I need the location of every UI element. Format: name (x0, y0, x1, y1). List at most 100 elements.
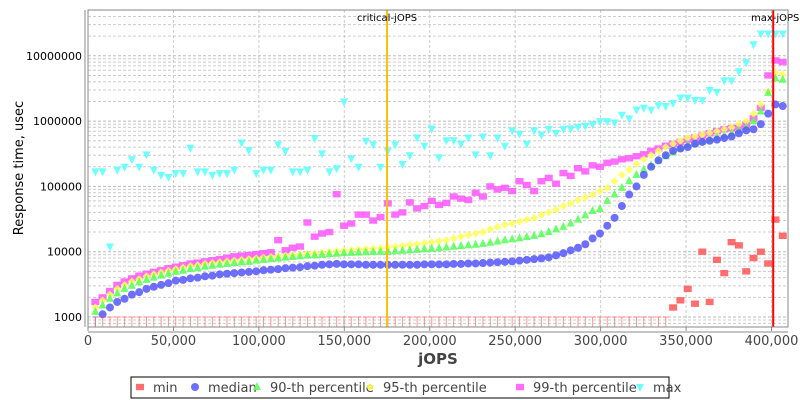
90-th-percentile-point (756, 106, 765, 115)
min-point (720, 269, 729, 277)
99-th-percentile-point (771, 57, 780, 64)
90-th-percentile-point (303, 250, 312, 259)
90-th-percentile-point (288, 251, 297, 260)
median-point (442, 260, 451, 269)
max-point (361, 137, 370, 146)
90-th-percentile-point (749, 116, 758, 125)
critical-jops-label: critical-jOPS (357, 13, 417, 24)
median-point (639, 170, 648, 179)
99-th-percentile-point (610, 158, 619, 165)
median-point (464, 259, 473, 268)
max-point (142, 151, 151, 160)
y-axis-label: Response time, usec (12, 101, 27, 235)
99-th-percentile-point (617, 156, 626, 163)
99-th-percentile-point (764, 72, 773, 79)
max-point (157, 171, 166, 180)
99-th-percentile-point (354, 211, 363, 218)
max-point (698, 97, 707, 106)
90-th-percentile-point (296, 251, 305, 260)
min-point (705, 298, 714, 306)
median-point (413, 260, 422, 269)
max-point (332, 165, 341, 174)
90-th-percentile-point (552, 224, 561, 233)
99-th-percentile-point (361, 211, 370, 218)
max-point (559, 125, 568, 134)
95-th-percentile-point (530, 213, 539, 222)
95-th-percentile-point (691, 132, 700, 141)
95-th-percentile-point (654, 146, 663, 155)
95-th-percentile-point (727, 123, 736, 132)
90-th-percentile-point (171, 266, 180, 275)
median-point (588, 234, 597, 243)
max-point (310, 135, 319, 144)
median-point (486, 258, 495, 267)
90-th-percentile-point (120, 283, 129, 292)
90-th-percentile-point (405, 245, 414, 254)
median-point (515, 256, 524, 265)
max-point (339, 98, 348, 107)
90-th-percentile-point (420, 244, 429, 253)
max-point (442, 137, 451, 146)
max-point (281, 147, 290, 156)
99-th-percentile-point (288, 244, 297, 251)
90-th-percentile-point (193, 263, 202, 272)
max-point (588, 121, 597, 130)
max-point (610, 119, 619, 128)
min-point (749, 254, 758, 262)
x-tick-label: 300,000 (574, 334, 628, 349)
max-point (683, 94, 692, 103)
95-th-percentile-point (427, 238, 436, 247)
99-th-percentile-point (493, 186, 502, 193)
99-th-percentile-point (566, 172, 575, 180)
max-point (113, 166, 122, 175)
95-th-percentile-point (639, 155, 648, 164)
min-point (764, 260, 773, 267)
99-th-percentile-point (310, 233, 319, 240)
median-point (318, 260, 327, 269)
90-th-percentile-point (464, 240, 473, 249)
90-th-percentile-point (222, 258, 231, 267)
max-point (303, 166, 312, 175)
max-point (435, 154, 444, 163)
median-point (303, 262, 312, 271)
min-point (698, 248, 707, 255)
max-point (530, 127, 539, 136)
90-th-percentile-point (274, 253, 283, 262)
95-th-percentile-point (522, 215, 531, 224)
90-th-percentile-point (603, 195, 612, 204)
90-th-percentile-point (391, 246, 400, 255)
median-point (530, 255, 539, 264)
min-point (691, 300, 700, 307)
99-th-percentile-point (391, 211, 400, 218)
90-th-percentile-point (354, 247, 363, 256)
median-point (712, 135, 721, 144)
max-point (201, 168, 210, 177)
median-point (610, 213, 619, 222)
max-point (486, 152, 495, 161)
max-point (705, 86, 714, 95)
max-point (691, 97, 700, 106)
99-th-percentile-point (281, 247, 290, 254)
median-point (756, 120, 765, 129)
median-point (157, 280, 166, 289)
min-point (734, 242, 743, 249)
99-th-percentile-point (91, 298, 100, 306)
95-th-percentile-point (756, 100, 765, 109)
median-point (142, 284, 151, 293)
median-point (164, 279, 173, 288)
90-th-percentile-point (361, 247, 370, 256)
median-point (208, 271, 217, 280)
max-point (676, 94, 685, 103)
90-th-percentile-point (310, 250, 319, 259)
90-th-percentile-point (574, 214, 583, 223)
median-point (288, 263, 297, 272)
90-th-percentile-point (493, 236, 502, 245)
median-point (669, 146, 678, 155)
y-tick-label: 10000 (47, 246, 82, 259)
95-th-percentile-point (398, 241, 407, 250)
99-th-percentile-point (537, 178, 546, 185)
median-point (405, 260, 414, 269)
min-point (727, 238, 736, 246)
median-point (339, 260, 348, 269)
90-th-percentile-point (318, 249, 327, 258)
